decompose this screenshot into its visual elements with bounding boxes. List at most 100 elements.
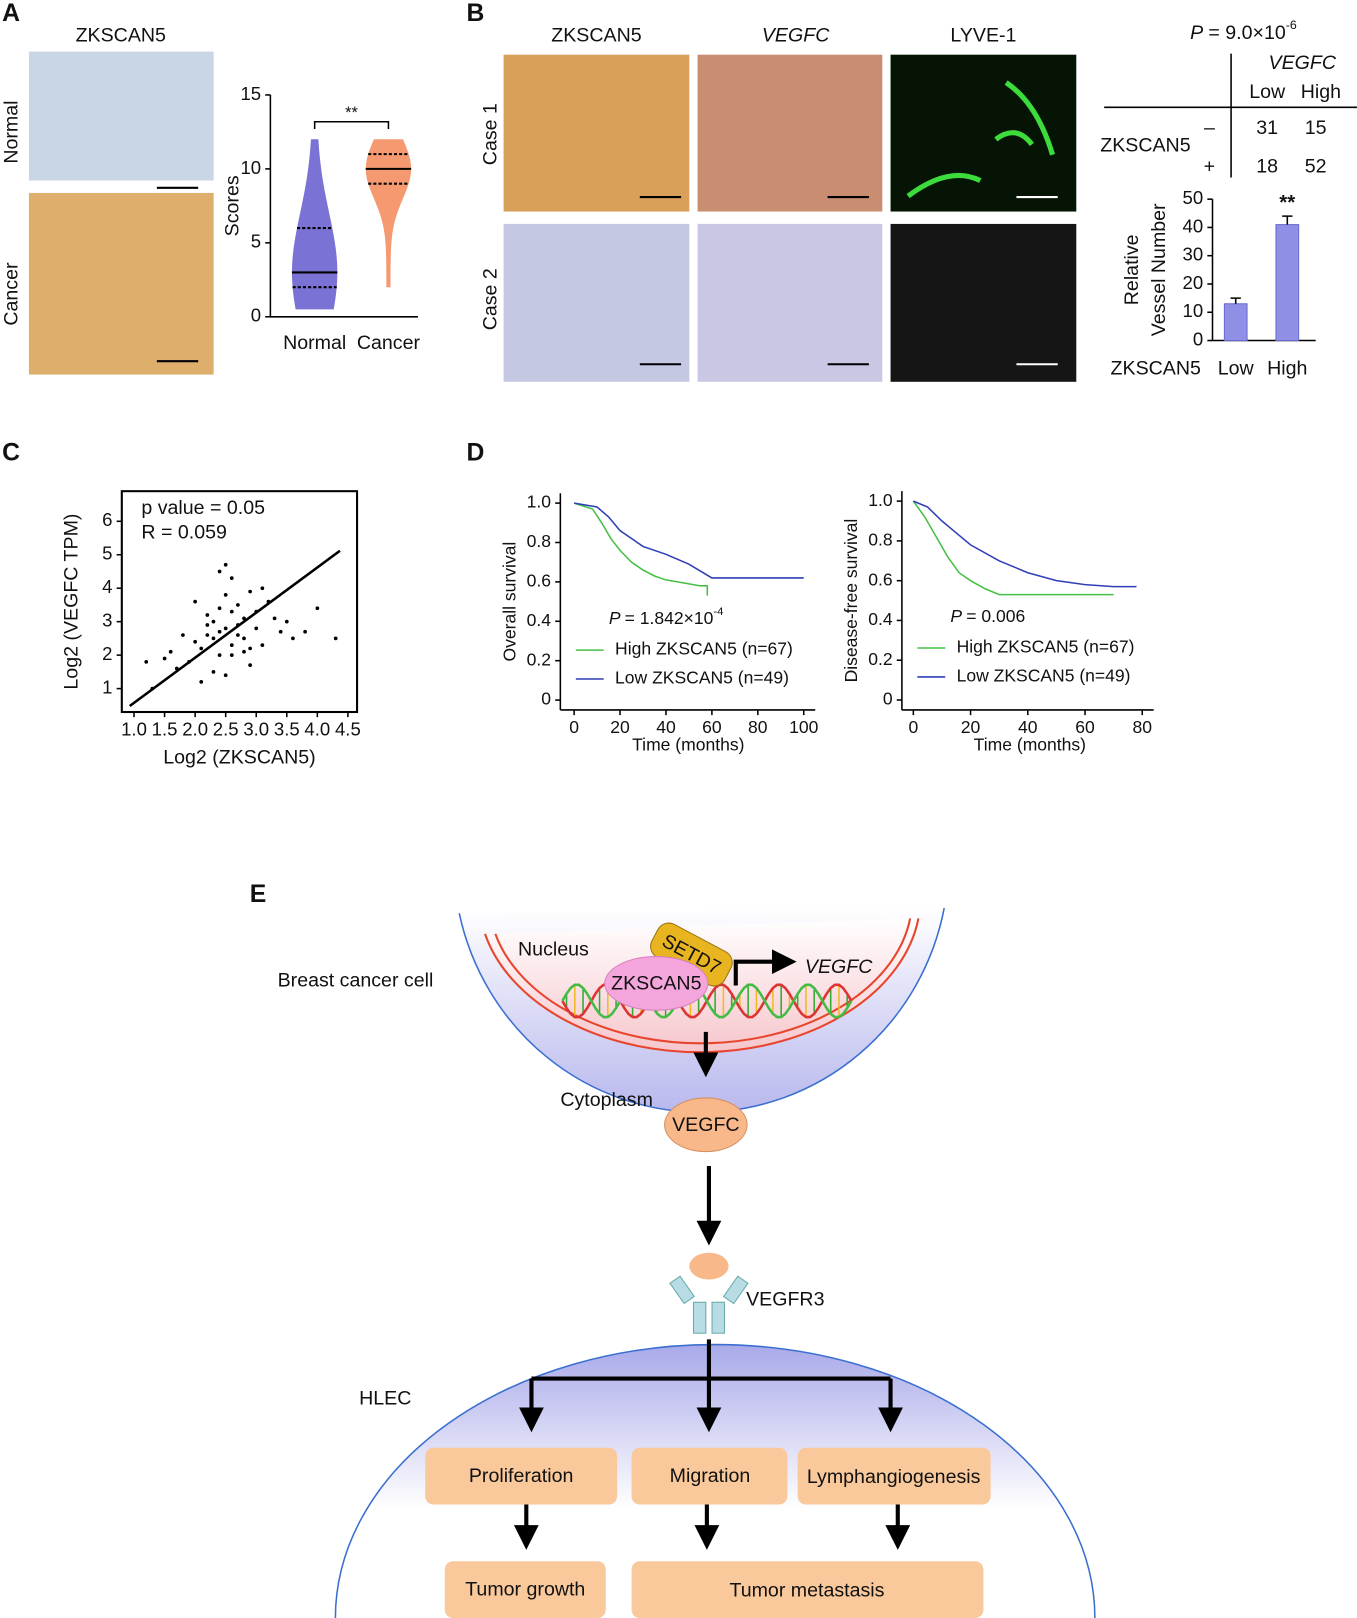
x-tick-label: 1.0 [121, 718, 147, 739]
point [242, 616, 246, 621]
violin [365, 139, 412, 288]
x-tick-label: 100 [789, 717, 819, 737]
vegfc-label: VEGFC [672, 1114, 740, 1136]
y-axis-label: Overall survival [499, 542, 519, 662]
row-label: Cancer [1, 262, 23, 326]
x-axis-label: Time (months) [974, 735, 1086, 755]
legend-label: Low ZKSCAN5 (n=49) [957, 666, 1131, 686]
point [205, 623, 210, 627]
point [284, 619, 289, 624]
bar [1275, 224, 1300, 342]
x-tick-label: Low [1218, 358, 1255, 380]
point [315, 606, 320, 611]
y-tick-label: 0.8 [868, 530, 892, 550]
point [223, 626, 228, 631]
p-exp: -4 [713, 606, 723, 618]
point [205, 613, 210, 617]
y-tick-label: 0.4 [527, 610, 552, 630]
point [236, 603, 240, 607]
x-axis-label: Log2 (ZKSCAN5) [163, 747, 315, 769]
x-tick-label: 1.5 [152, 718, 178, 739]
x-tick-label: 4.5 [335, 718, 361, 739]
outcome: Tumor metastasis [729, 1579, 884, 1601]
point [223, 673, 228, 678]
point [242, 649, 246, 654]
stat-text: R = 0.059 [141, 522, 227, 544]
x-tick-label: 20 [961, 717, 981, 737]
x-tick-label: 80 [748, 717, 768, 737]
effect: Lymphangiogenesis [807, 1466, 981, 1488]
survival-curve [912, 500, 1114, 596]
point [242, 636, 246, 641]
y-tick-label: 1 [102, 676, 112, 697]
point [229, 653, 234, 657]
y-tick-label: 10 [1183, 300, 1204, 321]
y-axis-label: Log2 (VEGFC TPM) [60, 514, 82, 690]
x-tick-label: Normal [283, 332, 346, 354]
x-tick-label: 4.0 [304, 718, 330, 739]
point [193, 599, 197, 604]
panel-label: D [466, 440, 484, 467]
row-label: Case 2 [479, 268, 501, 330]
strand [561, 983, 853, 1019]
point [211, 636, 216, 641]
y-axis-label: Vessel Number [1148, 203, 1170, 336]
zkscan5 [604, 956, 709, 1011]
p-value: P = 9.0×10-6 [1190, 18, 1297, 44]
x-tick-label: 40 [1018, 717, 1038, 737]
y-tick-label: 10 [240, 157, 261, 178]
micrograph [503, 223, 690, 382]
point [260, 586, 265, 591]
point [303, 629, 307, 634]
y-tick-label: 0 [541, 689, 551, 709]
y-tick-label: 1.0 [527, 492, 552, 512]
arrow [733, 949, 797, 986]
pathway-diagram: Breast cancer cell Nucleus SETD7 ZKSCAN5… [278, 907, 1096, 1618]
y-tick-label: 50 [1183, 187, 1204, 208]
x-axis-label: ZKSCAN5 [1111, 358, 1201, 380]
x-tick-label: 60 [1075, 717, 1095, 737]
row-label: Normal [1, 101, 23, 164]
nuclear-envelope [494, 918, 912, 1045]
column-header: High [1301, 81, 1341, 103]
hlec-label: HLEC [359, 1387, 411, 1409]
y-tick-label: 4 [102, 576, 112, 597]
y-tick-label: 5 [251, 231, 261, 252]
x-tick-label: 20 [610, 717, 630, 737]
row-group: ZKSCAN5 [1100, 135, 1190, 157]
point [205, 633, 210, 637]
bracket [313, 120, 390, 129]
panel-label: A [2, 0, 20, 27]
p-symbol: P [609, 608, 621, 628]
point [291, 636, 295, 641]
point [181, 633, 185, 637]
point [211, 619, 216, 624]
x-axis-label: Time (months) [632, 735, 744, 755]
zkscan5-label: ZKSCAN5 [611, 973, 701, 995]
x-tick-label: 2.0 [182, 718, 208, 739]
survival-curve [913, 500, 1137, 588]
point [199, 680, 204, 684]
legend-label: High ZKSCAN5 (n=67) [957, 637, 1135, 657]
x-tick-label: 2.5 [213, 718, 239, 739]
panel-label: B [466, 0, 484, 27]
y-tick-label: 3 [102, 610, 112, 631]
point [211, 669, 216, 674]
effect: Proliferation [469, 1465, 574, 1487]
receptor-label: VEGFR3 [746, 1288, 824, 1310]
fit-line [128, 549, 341, 708]
p-value: P = 0.006 [950, 606, 1025, 626]
cell-label: Breast cancer cell [278, 969, 434, 991]
bar [1223, 303, 1248, 342]
cytoplasm-label: Cytoplasm [560, 1089, 653, 1111]
point [278, 629, 283, 634]
cell: 18 [1256, 155, 1278, 177]
x-tick-label: Cancer [357, 332, 421, 354]
annotation: ** [345, 104, 358, 122]
p-symbol: P [1190, 22, 1203, 44]
violin [291, 139, 338, 310]
p-value: P = 1.842×10-4 [609, 606, 724, 628]
point [217, 653, 222, 657]
point [229, 576, 234, 581]
